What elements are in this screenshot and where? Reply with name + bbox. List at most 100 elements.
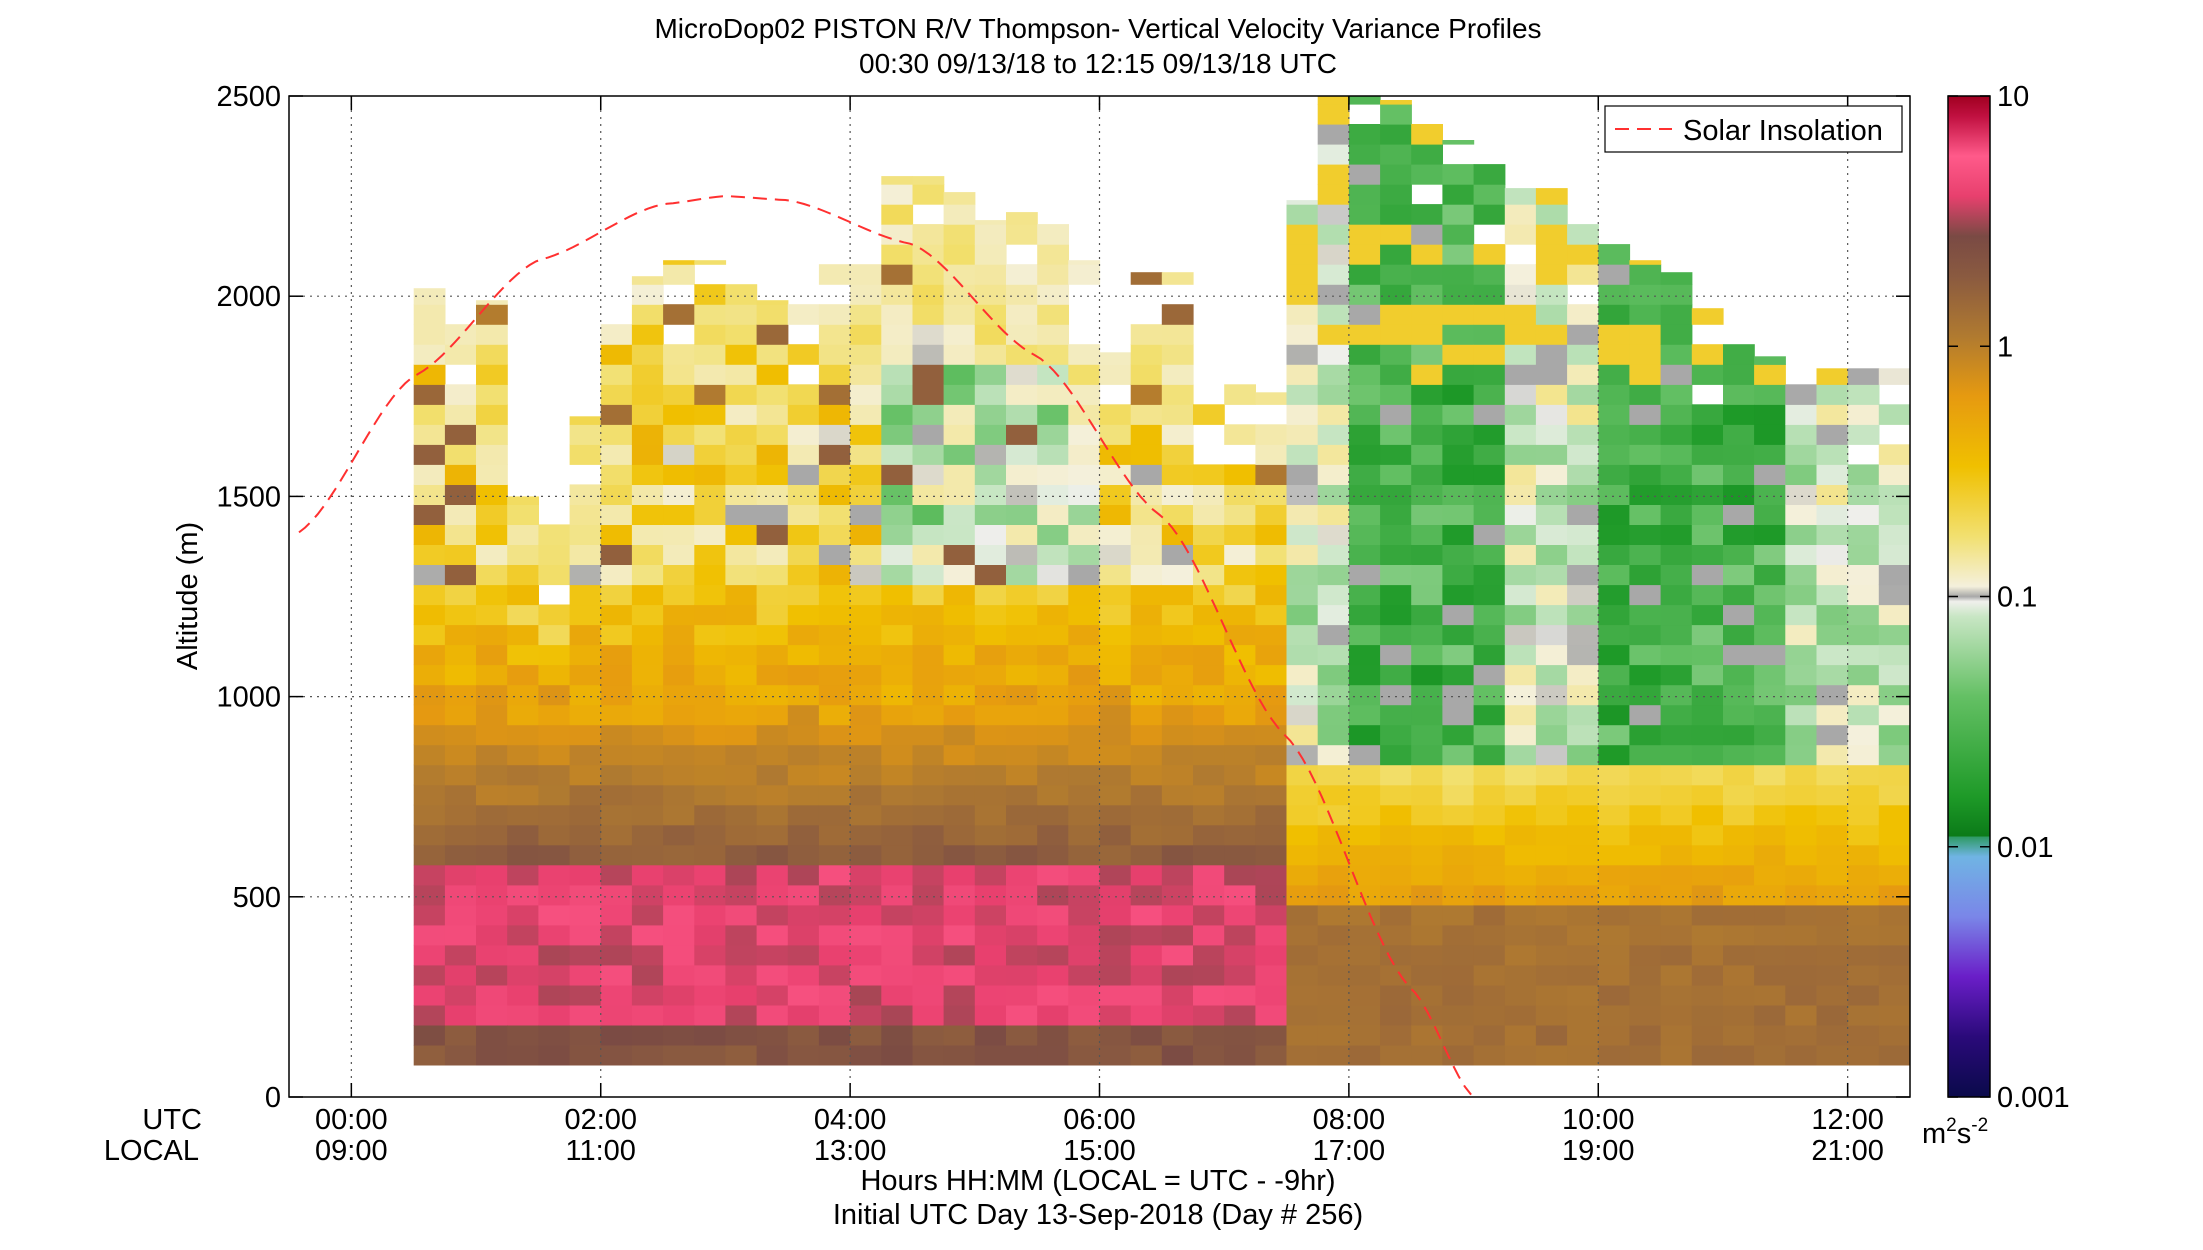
variance-cell — [1037, 884, 1069, 906]
variance-cell — [1442, 184, 1475, 205]
variance-cell — [1847, 944, 1880, 966]
variance-cell — [631, 804, 664, 826]
variance-cell — [1567, 584, 1599, 606]
variance-cell — [1130, 744, 1163, 766]
variance-cell — [507, 964, 539, 986]
variance-cell — [476, 824, 508, 846]
variance-cell — [881, 864, 914, 886]
variance-cell — [1691, 504, 1724, 525]
variance-cell — [1473, 704, 1506, 726]
variance-cell — [1816, 564, 1849, 586]
variance-cell — [507, 824, 539, 846]
variance-cell — [1224, 644, 1256, 666]
variance-cell — [1411, 204, 1443, 225]
variance-cell — [1598, 244, 1631, 265]
variance-cell — [507, 924, 539, 946]
variance-cell — [1411, 444, 1443, 465]
variance-cell — [725, 644, 758, 666]
variance-cell — [1878, 664, 1910, 686]
variance-cell — [507, 664, 539, 686]
colorbar-unit: m2s-2 — [1922, 1115, 1988, 1150]
variance-cell — [413, 484, 446, 505]
legend: Solar Insolation — [1604, 105, 1903, 153]
variance-cell — [1629, 384, 1662, 405]
variance-cell — [1348, 424, 1381, 445]
variance-cell — [1411, 924, 1443, 946]
variance-cell — [1348, 844, 1381, 866]
variance-cell — [476, 984, 508, 1006]
variance-cell — [1068, 1024, 1101, 1046]
variance-cell — [1068, 764, 1101, 786]
variance-cell — [1411, 824, 1443, 846]
variance-cell — [1317, 1044, 1350, 1066]
variance-cell — [1161, 324, 1194, 345]
variance-cell — [818, 984, 851, 1006]
variance-cell — [1317, 744, 1350, 766]
variance-cell — [1598, 924, 1631, 946]
variance-cell — [1037, 544, 1069, 565]
variance-cell — [600, 584, 633, 606]
variance-cell — [413, 904, 446, 926]
variance-cell — [444, 464, 477, 485]
variance-cell — [756, 784, 789, 806]
variance-cell — [912, 704, 945, 726]
variance-cell — [694, 344, 727, 365]
variance-cell — [413, 644, 446, 666]
variance-cell — [1161, 864, 1194, 886]
variance-cell — [1380, 864, 1412, 886]
variance-cell — [1380, 100, 1412, 105]
variance-cell — [476, 1044, 508, 1066]
variance-cell — [943, 384, 976, 405]
variance-cell — [1317, 704, 1350, 726]
variance-cell — [1193, 1044, 1225, 1066]
variance-cell — [974, 524, 1007, 545]
variance-cell — [1754, 444, 1786, 465]
variance-cell — [538, 644, 571, 666]
variance-cell — [1348, 284, 1381, 305]
variance-cell — [631, 284, 664, 305]
variance-cell — [1348, 364, 1381, 385]
variance-cell — [1629, 260, 1662, 265]
variance-cell — [1691, 804, 1724, 826]
variance-cell — [1816, 984, 1849, 1006]
variance-cell — [818, 744, 851, 766]
variance-cell — [787, 804, 820, 826]
variance-cell — [1504, 684, 1537, 706]
variance-cell — [1411, 1024, 1443, 1046]
x-tick-label-local: 11:00 — [566, 1135, 636, 1167]
variance-cell — [538, 884, 571, 906]
variance-cell — [476, 784, 508, 806]
variance-cell — [850, 764, 882, 786]
variance-cell — [725, 484, 758, 505]
variance-cell — [1816, 524, 1849, 545]
variance-cell — [444, 424, 477, 445]
variance-cell — [725, 804, 758, 826]
variance-cell — [1910, 384, 1942, 405]
variance-cell — [912, 644, 945, 666]
variance-cell — [663, 404, 695, 425]
variance-cell — [569, 844, 602, 866]
variance-cells — [413, 96, 1942, 1066]
variance-cell — [1006, 464, 1038, 485]
variance-cell — [413, 724, 446, 746]
variance-cell — [725, 704, 758, 726]
variance-cell — [756, 824, 789, 846]
variance-cell — [1567, 764, 1599, 786]
variance-cell — [1504, 324, 1537, 345]
variance-cell — [694, 544, 727, 565]
variance-cell — [694, 644, 727, 666]
variance-cell — [444, 984, 477, 1006]
variance-cell — [1504, 864, 1537, 886]
variance-cell — [444, 924, 477, 946]
variance-cell — [1723, 1044, 1755, 1066]
variance-cell — [943, 404, 976, 425]
variance-cell — [1037, 624, 1069, 646]
variance-cell — [1130, 1004, 1163, 1026]
variance-cell — [756, 684, 789, 706]
variance-cell — [850, 564, 882, 586]
variance-cell — [631, 424, 664, 445]
variance-cell — [1317, 804, 1350, 826]
variance-cell — [850, 984, 882, 1006]
variance-cell — [569, 824, 602, 846]
variance-cell — [1224, 904, 1256, 926]
